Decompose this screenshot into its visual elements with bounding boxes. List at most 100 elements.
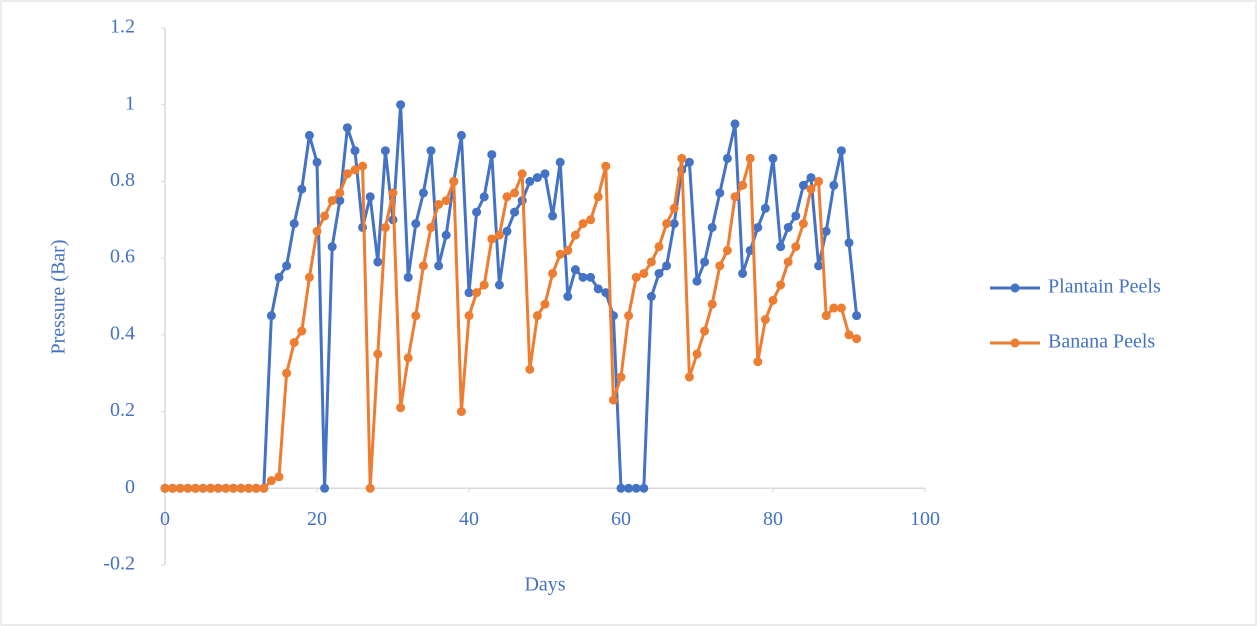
data-point [472,288,482,298]
data-point [783,257,793,267]
data-point [677,153,687,163]
data-point [798,219,808,229]
data-point [684,372,694,382]
data-point [312,157,322,167]
data-point [563,292,573,301]
data-point [198,483,208,493]
x-tick-label: 0 [160,508,170,530]
data-point [312,226,322,236]
data-point [570,265,580,275]
data-point [168,483,178,493]
data-point [593,284,603,294]
data-point [639,268,649,278]
data-point [510,188,520,198]
data-point [753,222,763,232]
data-point [190,483,200,493]
data-point [525,364,535,374]
data-point [669,219,679,229]
data-point [814,261,824,271]
data-point [426,222,436,232]
data-point [798,180,808,190]
data-point [555,249,565,259]
data-point [449,176,459,186]
data-point [715,261,725,271]
y-tick-label: 0.2 [110,399,135,421]
data-point [236,483,246,493]
data-point [304,272,314,282]
data-point [259,483,269,493]
data-point [836,303,846,313]
data-point [441,230,451,240]
data-point [760,315,770,325]
data-point [479,192,489,202]
y-axis-label: Pressure (Bar) [48,240,70,355]
data-point [228,483,238,493]
data-point [251,483,261,493]
data-point [814,176,824,186]
data-point [753,357,763,367]
data-point [563,245,573,255]
data-point [380,146,390,156]
data-point [586,215,596,225]
data-point [502,192,512,202]
data-point [456,407,466,417]
data-point [624,311,634,321]
data-point [745,153,755,163]
data-point [403,353,413,363]
data-point [373,257,383,267]
y-tick-label: 0.8 [110,169,135,191]
y-tick-label: 0 [125,476,135,498]
data-point [479,280,489,290]
data-point [639,483,649,493]
data-point [175,483,185,493]
y-tick-label: 1 [125,92,135,114]
data-point [631,483,641,493]
data-point [646,292,656,301]
data-point [213,483,223,493]
data-point [768,295,778,305]
data-point [160,483,170,493]
data-point [654,242,664,252]
data-point [700,326,710,336]
data-point [244,483,254,493]
data-point [540,299,550,309]
data-point [266,476,276,486]
data-point [586,272,596,282]
data-point [350,165,360,175]
data-point [806,184,816,194]
data-point [692,276,702,286]
x-axis-label: Days [524,574,565,596]
x-tick-label: 80 [763,508,783,530]
data-point [783,222,793,232]
data-point [791,211,801,221]
data-point [836,146,846,156]
data-point [289,338,299,348]
x-tick-label: 100 [910,508,940,530]
legend-marker [1010,283,1020,293]
data-point [342,123,352,133]
data-point [396,403,406,413]
data-point [540,169,550,179]
data-point [654,268,664,278]
data-point [327,196,337,206]
data-point [403,272,413,282]
data-point [335,196,345,206]
data-point [532,173,542,183]
data-point [593,192,603,202]
data-point [350,146,360,156]
data-point [669,203,679,213]
data-point [327,242,337,252]
data-point [221,483,231,493]
data-point [570,230,580,240]
x-tick-label: 20 [307,508,327,530]
data-point [616,483,626,493]
data-point [510,207,520,217]
data-point [829,180,839,190]
data-point [662,261,672,271]
data-point [396,100,406,110]
data-point [791,242,801,252]
data-point [487,150,497,160]
data-point [426,146,436,156]
data-point [487,234,497,244]
